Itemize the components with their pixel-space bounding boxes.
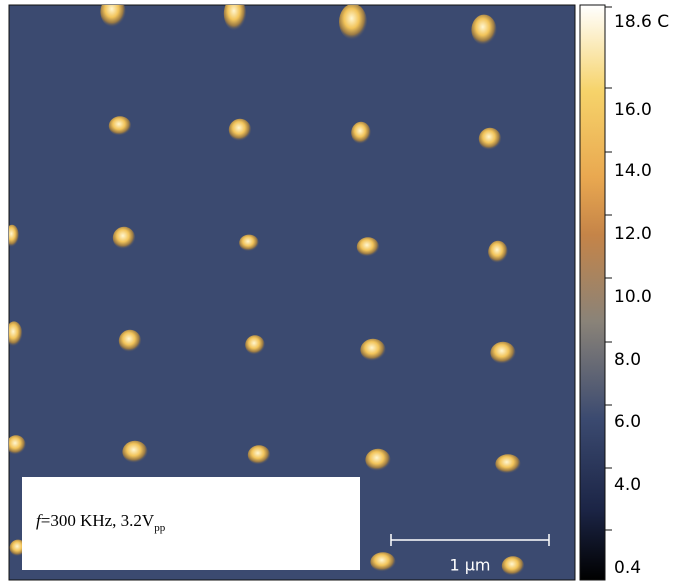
figure: f=300 KHz, 3.2Vpp 1 μm 18.6 C16.014.012.… xyxy=(0,0,691,582)
domain-dot xyxy=(122,441,147,463)
page: f=300 KHz, 3.2Vpp 1 μm 18.6 C16.014.012.… xyxy=(0,0,691,582)
colorbar xyxy=(580,5,605,580)
domain-dot xyxy=(109,116,131,136)
domain-dot xyxy=(351,122,371,144)
colorbar-ticks: 18.6 C 16.0 14.0 12.0 10.0 8.0 6.0 4.0 0.4 xyxy=(605,7,669,578)
domain-dot xyxy=(370,552,395,572)
inset-text: =300 KHz, 3.2V xyxy=(41,511,155,530)
domain-dot xyxy=(490,342,515,364)
domain-dot xyxy=(365,449,390,471)
domain-dot xyxy=(360,339,385,361)
colorbar-label: 0.4 xyxy=(614,558,641,578)
colorbar-label: 16.0 xyxy=(614,100,652,120)
colorbar-label: 10.0 xyxy=(614,287,652,307)
domain-dot xyxy=(479,128,501,150)
colorbar-label: 4.0 xyxy=(614,475,641,495)
domain-dot xyxy=(495,454,520,474)
colorbar-label: 6.0 xyxy=(614,412,641,432)
domain-dot xyxy=(339,4,367,40)
domain-dot xyxy=(245,335,265,355)
inset-subscript: pp xyxy=(154,522,166,534)
domain-dot xyxy=(357,237,379,257)
domain-dot xyxy=(6,435,26,455)
colorbar-label: 14.0 xyxy=(614,161,652,181)
domain-dot xyxy=(229,119,251,141)
domain-dot xyxy=(239,235,259,252)
colorbar-label: 8.0 xyxy=(614,350,641,370)
domain-dot xyxy=(488,241,508,263)
scale-bar-label: 1 μm xyxy=(449,556,490,575)
colorbar-label: 12.0 xyxy=(614,224,652,244)
domain-dot xyxy=(5,225,19,247)
domain-dot xyxy=(113,227,135,249)
domain-dot xyxy=(6,321,23,346)
domain-dot xyxy=(502,556,524,576)
domain-dot xyxy=(119,330,141,352)
colorbar-label: 18.6 C xyxy=(614,12,669,32)
domain-dot xyxy=(471,15,496,46)
domain-dot xyxy=(248,445,270,465)
